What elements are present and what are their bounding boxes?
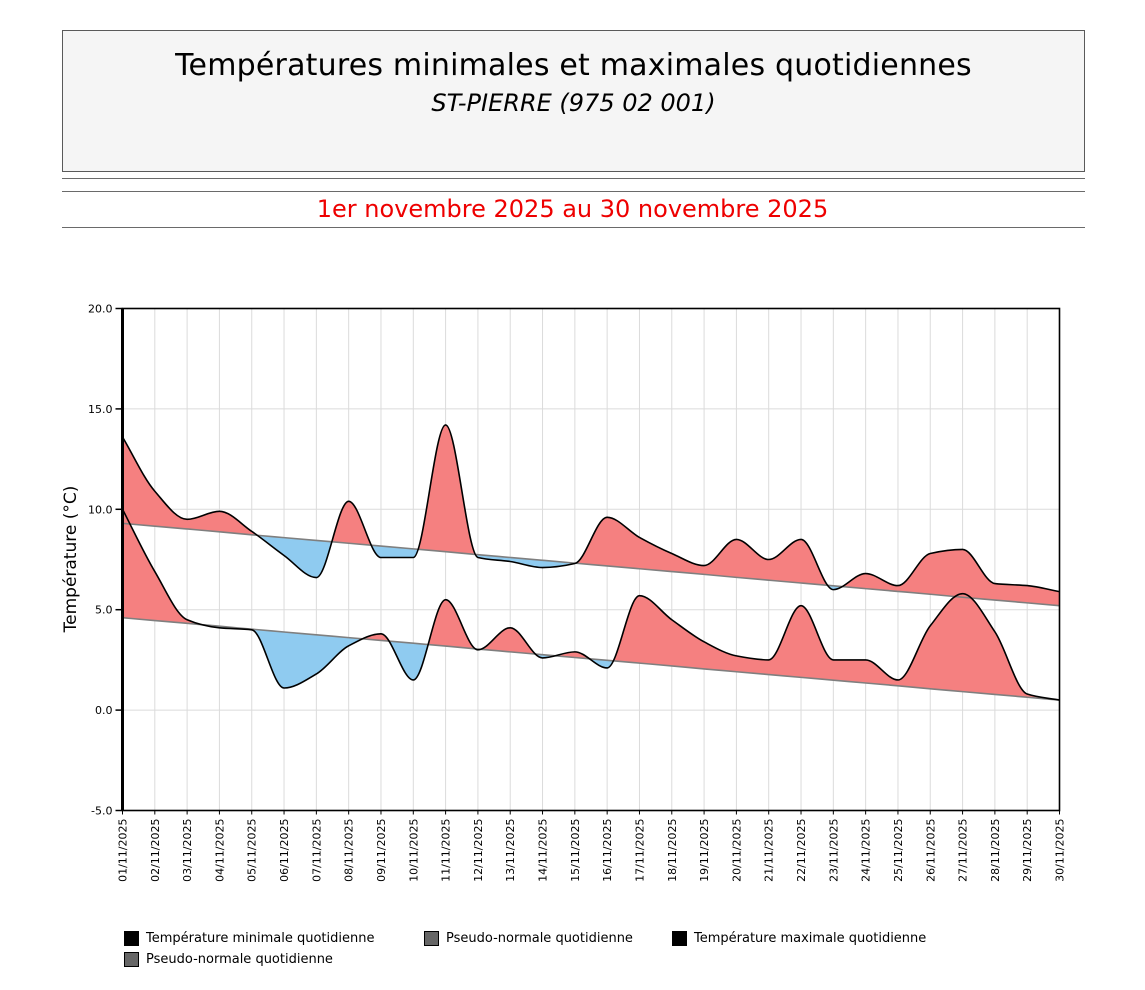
svg-text:23/11/2025: 23/11/2025 xyxy=(827,819,840,882)
max-temperature-swatch xyxy=(672,930,687,946)
svg-text:29/11/2025: 29/11/2025 xyxy=(1021,819,1034,882)
min-temperature-swatch xyxy=(124,930,139,946)
svg-text:04/11/2025: 04/11/2025 xyxy=(213,819,226,882)
pseudo-normal-swatch xyxy=(424,930,439,946)
y-tick-labels: 20.0 15.0 10.0 5.0 0.0 -5.0 xyxy=(88,303,113,818)
plot-frame xyxy=(121,307,1061,812)
svg-text:06/11/2025: 06/11/2025 xyxy=(278,819,291,882)
svg-text:09/11/2025: 09/11/2025 xyxy=(375,819,388,882)
svg-text:22/11/2025: 22/11/2025 xyxy=(795,819,808,882)
svg-text:12/11/2025: 12/11/2025 xyxy=(472,819,485,882)
legend-label: Température minimale quotidienne xyxy=(146,930,375,946)
x-tick-labels: 01/11/2025 02/11/2025 03/11/2025 04/11/2025… xyxy=(117,819,1067,882)
chart-header: Températures minimales et maximales quot… xyxy=(62,30,1085,172)
pseudo-normal-lines xyxy=(122,522,1060,701)
y-axis-title: Température (°C) xyxy=(61,486,81,634)
legend-item: Pseudo-normale quotidienne xyxy=(124,950,333,968)
period-label: 1er novembre 2025 au 30 novembre 2025 xyxy=(316,195,829,223)
svg-text:05/11/2025: 05/11/2025 xyxy=(246,819,259,882)
svg-text:0.0: 0.0 xyxy=(95,704,113,717)
svg-text:07/11/2025: 07/11/2025 xyxy=(310,819,323,882)
svg-text:15/11/2025: 15/11/2025 xyxy=(569,819,582,882)
min-pseudo-normal-line xyxy=(122,616,1060,701)
max-pseudo-normal-line xyxy=(122,522,1060,607)
svg-text:11/11/2025: 11/11/2025 xyxy=(440,819,453,882)
legend-label: Température maximale quotidienne xyxy=(694,930,927,946)
axis-ticks xyxy=(115,307,1060,815)
svg-text:13/11/2025: 13/11/2025 xyxy=(504,819,517,882)
legend-item: Température minimale quotidienne xyxy=(124,929,374,947)
svg-text:25/11/2025: 25/11/2025 xyxy=(892,819,905,882)
svg-text:02/11/2025: 02/11/2025 xyxy=(149,819,162,882)
svg-text:-5.0: -5.0 xyxy=(91,805,112,818)
legend-item: Température maximale quotidienne xyxy=(672,929,926,947)
svg-text:18/11/2025: 18/11/2025 xyxy=(666,819,679,882)
svg-text:14/11/2025: 14/11/2025 xyxy=(537,819,550,882)
temperature-curves xyxy=(121,424,1060,701)
svg-text:30/11/2025: 30/11/2025 xyxy=(1054,819,1067,882)
legend-label: Pseudo-normale quotidienne xyxy=(146,951,333,967)
svg-text:16/11/2025: 16/11/2025 xyxy=(601,819,614,882)
svg-text:19/11/2025: 19/11/2025 xyxy=(698,819,711,882)
svg-text:20/11/2025: 20/11/2025 xyxy=(730,819,743,882)
svg-text:03/11/2025: 03/11/2025 xyxy=(181,819,194,882)
svg-text:20.0: 20.0 xyxy=(88,303,113,316)
svg-text:15.0: 15.0 xyxy=(88,403,113,416)
svg-text:26/11/2025: 26/11/2025 xyxy=(924,819,937,882)
legend-item: Pseudo-normale quotidienne xyxy=(424,929,633,947)
min-temperature-line xyxy=(121,508,1060,701)
max-warm-anomaly-fill xyxy=(122,424,1060,606)
svg-text:08/11/2025: 08/11/2025 xyxy=(343,819,356,882)
svg-text:28/11/2025: 28/11/2025 xyxy=(989,819,1002,882)
separator-line xyxy=(62,191,1085,192)
station-name: ST-PIERRE (975 02 001) xyxy=(431,89,716,117)
svg-text:10/11/2025: 10/11/2025 xyxy=(407,819,420,882)
separator-line xyxy=(62,178,1085,179)
legend-label: Pseudo-normale quotidienne xyxy=(446,930,633,946)
svg-text:5.0: 5.0 xyxy=(95,604,113,617)
anomaly-fills xyxy=(122,424,1060,701)
svg-text:21/11/2025: 21/11/2025 xyxy=(763,819,776,882)
svg-text:10.0: 10.0 xyxy=(88,503,113,516)
svg-text:27/11/2025: 27/11/2025 xyxy=(957,819,970,882)
svg-text:17/11/2025: 17/11/2025 xyxy=(633,819,646,882)
separator-line xyxy=(62,227,1085,228)
pseudo-normal-swatch xyxy=(124,951,139,967)
page-title: Températures minimales et maximales quot… xyxy=(175,48,972,83)
max-temperature-line xyxy=(121,424,1060,593)
svg-text:01/11/2025: 01/11/2025 xyxy=(117,819,130,882)
svg-text:24/11/2025: 24/11/2025 xyxy=(860,819,873,882)
